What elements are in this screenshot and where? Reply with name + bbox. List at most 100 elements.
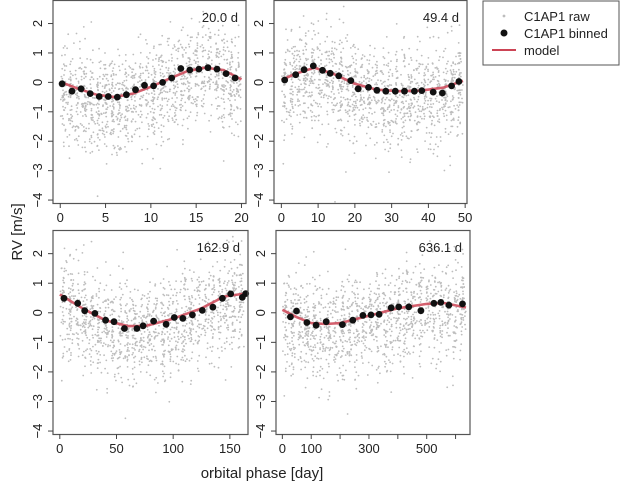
raw-point	[140, 79, 143, 81]
raw-point	[390, 325, 393, 328]
raw-point	[458, 104, 461, 106]
raw-point	[194, 119, 197, 122]
raw-point	[392, 121, 395, 124]
raw-point	[69, 338, 71, 340]
raw-point	[296, 67, 298, 70]
raw-point	[433, 294, 435, 297]
raw-point	[154, 297, 157, 300]
raw-point	[162, 353, 164, 356]
raw-point	[347, 83, 350, 86]
raw-point	[138, 65, 141, 68]
raw-point	[403, 125, 405, 128]
raw-point	[126, 315, 129, 318]
raw-point	[376, 298, 379, 300]
raw-point	[401, 84, 404, 87]
raw-point	[366, 116, 368, 119]
raw-point	[430, 106, 433, 109]
raw-point	[368, 296, 370, 299]
raw-point	[342, 294, 345, 297]
raw-point	[447, 297, 450, 300]
raw-point	[381, 83, 383, 85]
raw-point	[385, 64, 388, 66]
raw-point	[304, 112, 306, 114]
raw-point	[338, 80, 340, 82]
raw-point	[314, 317, 316, 319]
raw-point	[424, 94, 427, 97]
raw-point	[188, 322, 191, 324]
raw-point	[314, 344, 316, 346]
raw-point	[418, 62, 421, 65]
raw-point	[215, 42, 218, 45]
raw-point	[438, 59, 440, 62]
raw-point	[450, 71, 453, 73]
raw-point	[80, 68, 83, 70]
raw-point	[154, 306, 157, 309]
raw-point	[335, 299, 338, 301]
raw-point	[232, 81, 235, 83]
raw-point	[105, 102, 108, 104]
raw-point	[238, 305, 241, 307]
raw-point	[107, 303, 110, 306]
raw-point	[237, 135, 240, 138]
raw-point	[373, 144, 376, 146]
raw-point	[70, 320, 73, 323]
raw-point	[112, 341, 115, 344]
raw-point	[184, 354, 186, 357]
raw-point	[353, 109, 356, 111]
raw-point	[370, 99, 373, 102]
raw-point	[155, 54, 158, 57]
raw-point	[389, 370, 392, 373]
raw-point	[299, 104, 301, 106]
raw-point	[462, 283, 465, 285]
raw-point	[417, 95, 420, 98]
raw-point	[85, 130, 87, 133]
raw-point	[330, 58, 333, 61]
raw-point	[304, 42, 307, 45]
raw-point	[188, 97, 191, 99]
raw-point	[302, 15, 305, 17]
raw-point	[390, 318, 392, 321]
raw-point	[394, 113, 397, 116]
raw-point	[397, 105, 400, 107]
raw-point	[402, 102, 405, 105]
raw-point	[341, 80, 344, 83]
raw-point	[210, 329, 213, 332]
raw-point	[80, 75, 83, 78]
raw-point	[389, 334, 392, 337]
raw-point	[137, 81, 139, 84]
raw-point	[70, 352, 72, 354]
raw-point	[428, 346, 431, 348]
raw-point	[387, 62, 390, 65]
raw-point	[151, 125, 153, 128]
raw-point	[240, 334, 243, 337]
raw-point	[74, 93, 77, 96]
raw-point	[162, 125, 165, 128]
raw-point	[235, 87, 238, 90]
raw-point	[124, 417, 127, 420]
raw-point	[377, 321, 379, 324]
raw-point	[211, 293, 214, 296]
raw-point	[227, 272, 230, 275]
raw-point	[210, 51, 213, 53]
raw-point	[152, 96, 154, 99]
raw-point	[134, 313, 137, 316]
raw-point	[302, 49, 305, 52]
raw-point	[154, 284, 157, 287]
raw-point	[115, 296, 117, 298]
raw-point	[434, 313, 437, 316]
raw-point	[461, 248, 464, 251]
raw-point	[209, 85, 211, 88]
raw-point	[371, 112, 373, 115]
raw-point	[297, 294, 300, 296]
raw-point	[388, 104, 391, 107]
raw-point	[199, 45, 202, 48]
raw-point	[205, 12, 208, 15]
raw-point	[412, 329, 415, 332]
raw-point	[147, 293, 150, 295]
raw-point	[356, 99, 359, 101]
raw-point	[318, 78, 320, 81]
raw-point	[239, 108, 242, 110]
raw-point	[355, 104, 358, 107]
raw-point	[317, 32, 320, 35]
raw-point	[140, 317, 143, 319]
